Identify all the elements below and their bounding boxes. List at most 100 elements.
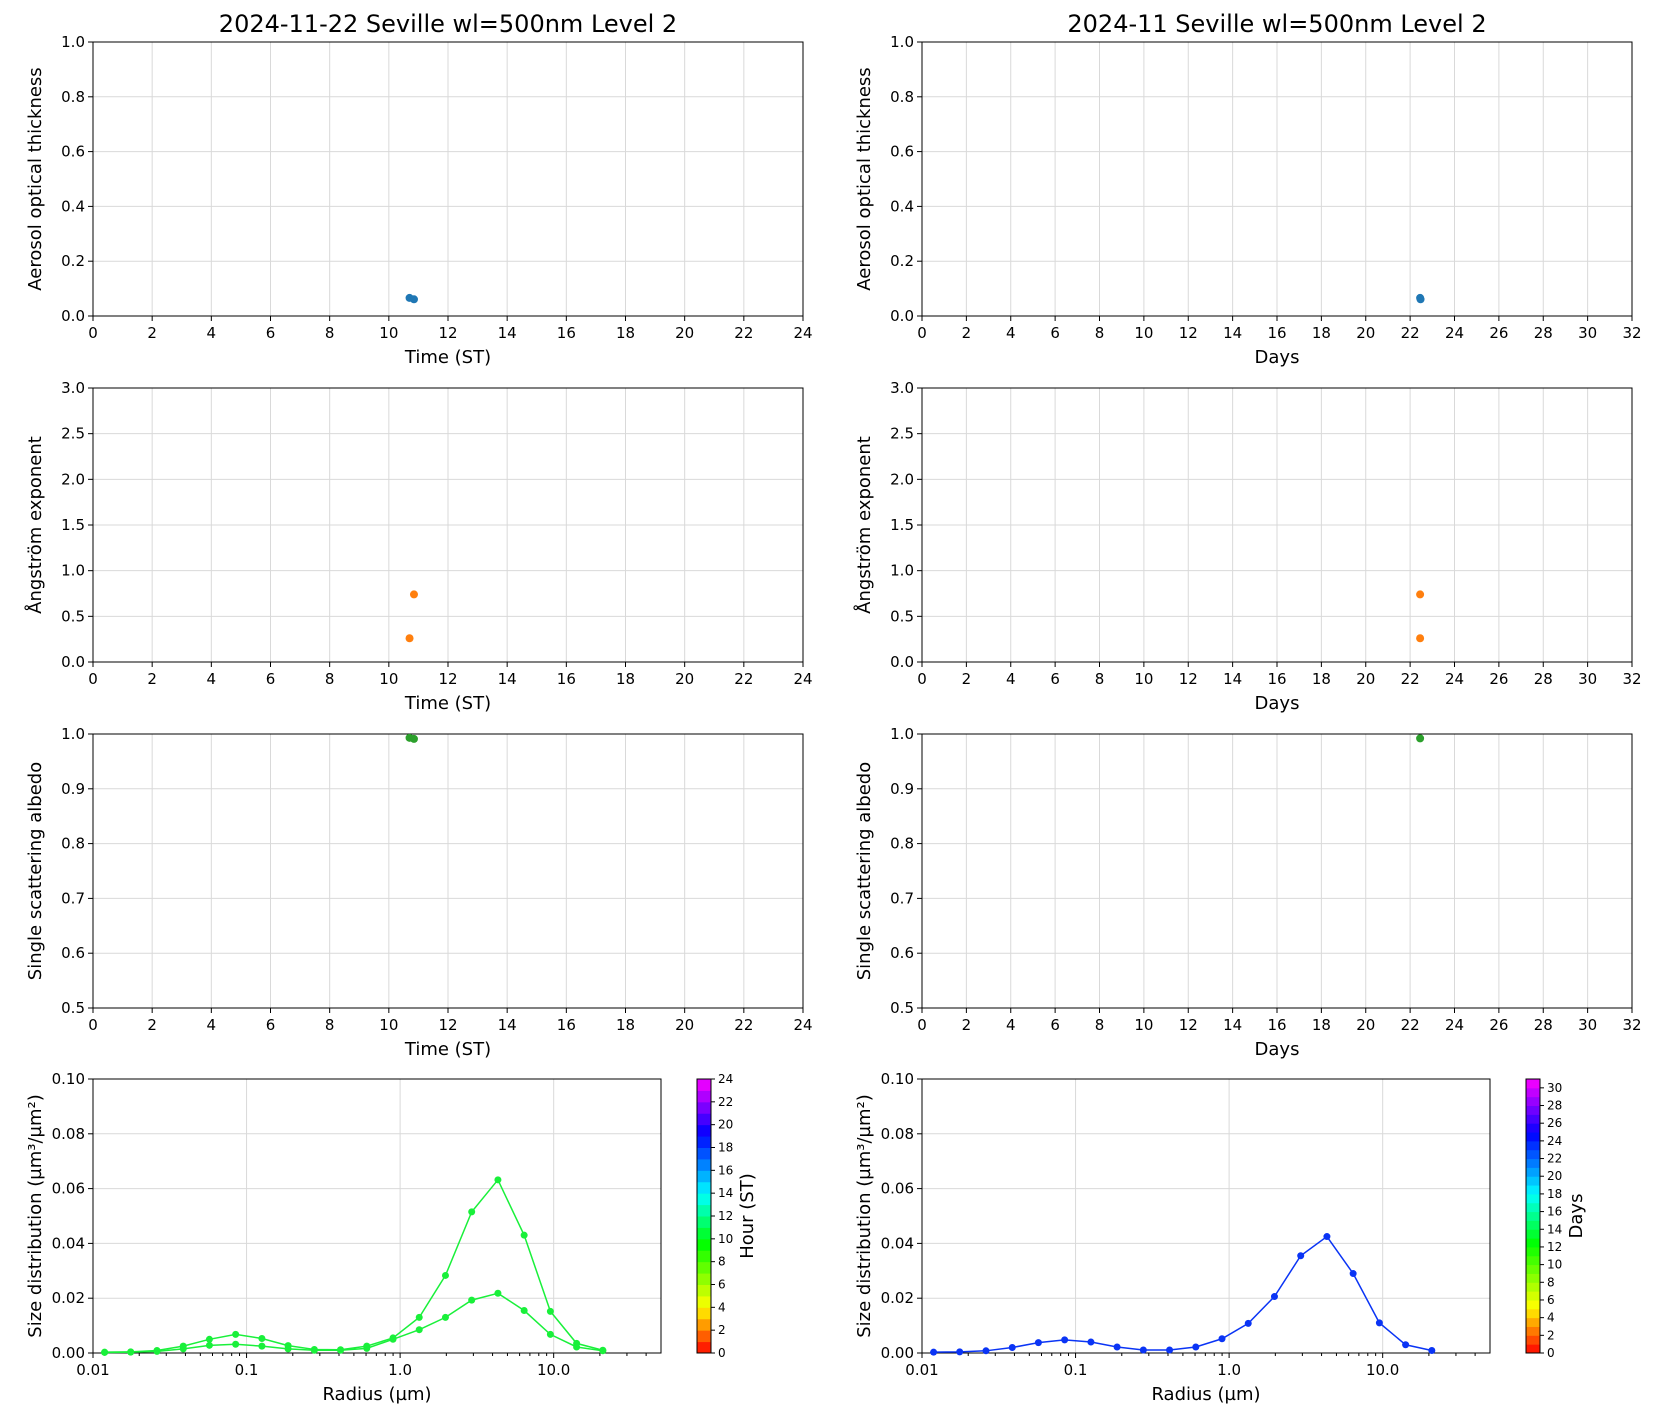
y-tick-label: 0.2 [890,252,914,270]
y-tick-label: 1.0 [890,562,914,580]
y-tick-label: 1.5 [890,516,914,534]
y-tick-label: 0.7 [61,889,85,907]
data-point [1061,1336,1069,1344]
colorbar-segment [1526,1096,1540,1107]
data-point [956,1348,964,1356]
series-line [933,1235,1432,1353]
x-tick-label: 30 [1578,324,1597,342]
y-tick-label: 0.8 [61,88,85,106]
x-tick-label: 14 [498,1016,517,1034]
y-tick-label: 0.08 [52,1125,85,1143]
data-point [258,1334,266,1342]
y-tick-label: 0.8 [890,835,914,853]
data-point [405,634,414,643]
data-point [409,295,418,304]
colorbar-tick-label: 26 [1547,1116,1562,1130]
data-point [1218,1335,1226,1343]
x-tick-label: 32 [1622,324,1641,342]
colorbar-tick-label: 16 [1547,1205,1562,1219]
data-point [1270,1293,1278,1301]
y-tick-label: 0.7 [890,889,914,907]
x-tick-label: 10 [1134,1016,1153,1034]
x-tick-label: 0 [917,670,927,688]
colorbar-tick-label: 4 [1547,1311,1555,1325]
colorbar-segment [1526,1167,1540,1177]
colorbar-tick-label: 22 [1547,1152,1562,1166]
colorbar-tick-label: 10 [718,1232,733,1246]
y-tick-label: 1.0 [61,562,85,580]
colorbar-segment [697,1273,711,1285]
x-tick-label: 8 [325,1016,335,1034]
colorbar-segment [1526,1291,1540,1301]
y-tick-label: 0.10 [52,1070,85,1088]
x-tick-label: 10.0 [1366,1361,1399,1379]
colorbar-segment [697,1079,711,1091]
colorbar-tick-label: 18 [718,1141,733,1155]
colorbar-segment [1526,1140,1540,1151]
colorbar-tick-label: 0 [718,1346,726,1360]
data-point [232,1340,240,1348]
colorbar-segment [697,1216,711,1228]
colorbar-segment [697,1147,711,1160]
x-tick-label: 8 [325,670,335,688]
x-tick-label: 0.01 [76,1361,109,1379]
data-point [520,1231,528,1239]
x-tick-label: 16 [1267,1016,1286,1034]
colorbar-segment [697,1204,711,1217]
x-tick-label: 16 [1267,324,1286,342]
colorbar-tick-label: 16 [718,1163,733,1177]
y-tick-label: 0.02 [52,1289,85,1307]
colorbar-tick-label: 2 [718,1323,726,1337]
x-tick-label: 18 [616,324,635,342]
angstrom_monthly-panel: 0 2 4 6 8 10 12 14 16 18 20 22 24 26 28 30 320.00.51.01.… [853,379,1642,714]
x-tick-label: 6 [266,670,276,688]
x-axis-label: Time (ST) [404,347,491,368]
colorbar-segment [1526,1185,1540,1195]
y-tick-label: 0.6 [890,143,914,161]
y-tick-label: 0.6 [61,944,85,962]
aot_daily-panel: 0 2 4 6 8 10 12 14 16 18 20 22 240.00.20.40.60.81.0T… [25,10,813,368]
x-tick-label: 16 [557,670,576,688]
size_daily-panel: 0.01 0.1 1.0 10.0 0.00 0.02 0.04 0.06 0.08 0.10 Ra… [25,1070,758,1405]
colorbar-tick-label: 8 [718,1255,726,1269]
data-point [1416,295,1425,304]
x-tick-label: 0 [88,324,98,342]
y-tick-label: 1.0 [890,33,914,51]
x-tick-label: 24 [793,670,812,688]
colorbar-segment [697,1124,711,1137]
x-tick-label: 4 [207,670,217,688]
colorbar-tick-label: 2 [1547,1328,1555,1342]
x-tick-label: 10 [1134,324,1153,342]
x-tick-label: 6 [1050,670,1060,688]
colorbar-segment [697,1170,711,1183]
colorbar-segment [697,1113,711,1126]
colorbar-tick-label: 22 [718,1095,733,1109]
colorbar-tick-label: 30 [1547,1081,1562,1095]
colorbar-segment [697,1158,711,1171]
colorbar-tick-label: 12 [1547,1240,1562,1254]
x-axis-label: Radius (µm) [1151,1384,1260,1405]
y-tick-label: 0.5 [890,607,914,625]
colorbar-tick-label: 4 [718,1300,726,1314]
x-tick-label: 32 [1622,1016,1641,1034]
angstrom_daily-panel: 0 2 4 6 8 10 12 14 16 18 20 22 240.00.51.01.52.02.53… [24,379,813,714]
y-tick-label: 1.0 [61,725,85,743]
colorbar-segment [1526,1282,1540,1292]
colorbar-tick-label: 0 [1547,1346,1555,1360]
data-point [1416,590,1425,599]
data-point [1428,1347,1436,1355]
x-tick-label: 1.0 [388,1361,412,1379]
x-tick-label: 4 [1006,1016,1016,1034]
colorbar-label: Days [1566,1194,1587,1239]
x-tick-label: 26 [1489,670,1508,688]
data-point [205,1341,213,1349]
colorbar-frame [1525,1078,1541,1354]
x-tick-label: 8 [325,324,335,342]
series-line [104,1178,604,1353]
colorbar-segment [697,1193,711,1206]
colorbar-segment [1526,1326,1540,1336]
x-tick-label: 4 [207,1016,217,1034]
colorbar-segment [1526,1158,1540,1168]
colorbar-segment [1526,1087,1540,1098]
data-point [1402,1341,1410,1349]
